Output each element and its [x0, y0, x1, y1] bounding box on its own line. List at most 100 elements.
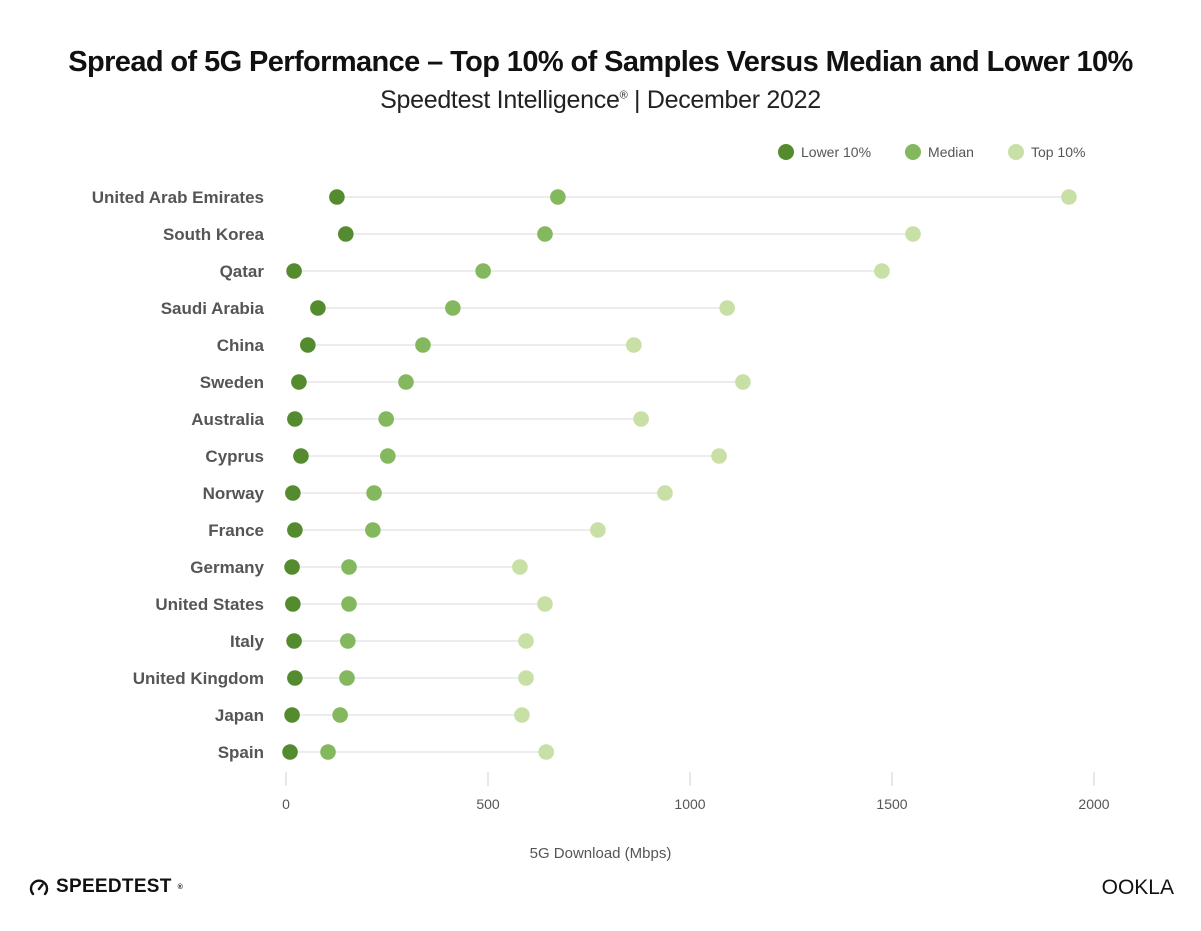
legend: Lower 10% Median Top 10% [778, 144, 1085, 160]
dot-median[interactable]: United Arab Emirates – Median: 673 [550, 189, 566, 205]
x-tick-label: 500 [476, 796, 500, 812]
dot-top[interactable]: Germany – Top 10%: 579 [512, 559, 528, 575]
ookla-wordmark: OOKLA [1101, 876, 1174, 899]
category-label: Qatar [220, 262, 265, 281]
dot-lower[interactable]: Norway – Lower 10%: 17 [285, 485, 301, 501]
dot-lower[interactable]: Spain – Lower 10%: 10 [282, 744, 298, 760]
dot-top[interactable]: Spain – Top 10%: 644 [538, 744, 554, 760]
dot-top[interactable]: United Kingdom – Top 10%: 594 [518, 670, 534, 686]
category-label: South Korea [163, 225, 265, 244]
dot-median[interactable]: France – Median: 215 [365, 522, 381, 538]
legend-item-top[interactable]: Top 10% [1007, 144, 1086, 160]
dot-lower[interactable]: Germany – Lower 10%: 15 [284, 559, 300, 575]
dot-top[interactable]: Qatar – Top 10%: 1475 [874, 263, 890, 279]
dot-median[interactable]: Sweden – Median: 297 [398, 374, 414, 390]
dot-lower[interactable]: Italy – Lower 10%: 20 [286, 633, 302, 649]
ookla-logo: OOKLA [1102, 876, 1174, 900]
row-spain: Spain Spain – Lower 10%: 10 Spain – Median… [218, 743, 554, 762]
category-label: United Arab Emirates [92, 188, 264, 207]
category-label: Spain [218, 743, 264, 762]
dot-top[interactable]: Italy – Top 10%: 594 [518, 633, 534, 649]
dot-median[interactable]: United Kingdom – Median: 151 [339, 670, 355, 686]
row-united-kingdom: United Kingdom United Kingdom – Lower 10%… [133, 669, 534, 688]
category-label: Norway [203, 484, 265, 503]
x-tick-label: 2000 [1078, 796, 1109, 812]
category-label: Sweden [200, 373, 264, 392]
legend-item-lower[interactable]: Lower 10% [778, 144, 871, 160]
x-axis-title: 5G Download (Mbps) [0, 845, 1201, 862]
dot-median[interactable]: Spain – Median: 104 [320, 744, 336, 760]
row-china: China China – Lower 10%: 54 China – Median… [217, 336, 642, 355]
dot-lower[interactable]: Qatar – Lower 10%: 20 [286, 263, 302, 279]
dot-median[interactable]: Qatar – Median: 488 [475, 263, 491, 279]
row-saudi-arabia: Saudi Arabia Saudi Arabia – Lower 10%: 79… [161, 299, 735, 318]
row-australia: Australia Australia – Lower 10%: 22 Austra… [191, 410, 649, 429]
row-italy: Italy Italy – Lower 10%: 20 Italy – Median… [230, 632, 534, 651]
chart-subtitle: Speedtest Intelligence® | December 2022 [0, 86, 1201, 115]
category-label: Germany [190, 558, 264, 577]
dot-top[interactable]: Saudi Arabia – Top 10%: 1092 [719, 300, 735, 316]
category-label: France [208, 521, 264, 540]
dot-lower[interactable]: France – Lower 10%: 22 [287, 522, 303, 538]
dot-top[interactable]: Sweden – Top 10%: 1131 [735, 374, 751, 390]
dot-median[interactable]: Italy – Median: 153 [340, 633, 356, 649]
dot-lower[interactable]: South Korea – Lower 10%: 148 [337, 226, 354, 242]
dot-median[interactable]: China – Median: 339 [415, 337, 431, 353]
dot-top[interactable]: Cyprus – Top 10%: 1072 [711, 448, 727, 464]
row-cyprus: Cyprus Cyprus – Lower 10%: 37 Cyprus – Med… [205, 447, 727, 466]
dot-top[interactable]: France – Top 10%: 772 [590, 522, 606, 538]
category-label: Italy [230, 632, 265, 651]
dot-median[interactable]: Japan – Median: 134 [332, 707, 348, 723]
legend-label: Top 10% [1030, 144, 1086, 160]
dot-lower[interactable]: Saudi Arabia – Lower 10%: 79 [310, 300, 326, 316]
x-axis-title-text: 5G Download (Mbps) [529, 845, 672, 862]
dot-lower[interactable]: United Kingdom – Lower 10%: 22 [287, 670, 303, 686]
dot-lower[interactable]: United Arab Emirates – Lower 10%: 126 [329, 189, 345, 205]
legend-dot-top-icon [1007, 144, 1024, 160]
dot-lower[interactable]: China – Lower 10%: 54 [300, 337, 316, 353]
category-label: Australia [191, 410, 264, 429]
category-label: Cyprus [205, 447, 264, 466]
plot-rows: United Arab Emirates United Arab Emirates… [92, 188, 1077, 762]
category-label: United States [155, 595, 264, 614]
dot-top[interactable]: Australia – Top 10%: 879 [633, 411, 649, 427]
row-france: France France – Lower 10%: 22 France – Med… [208, 521, 606, 540]
dot-top[interactable]: Japan – Top 10%: 584 [514, 707, 530, 723]
category-label: Saudi Arabia [161, 299, 265, 318]
dot-median[interactable]: Cyprus – Median: 252 [380, 448, 396, 464]
dot-lower[interactable]: Sweden – Lower 10%: 32 [291, 374, 307, 390]
dot-top[interactable]: China – Top 10%: 861 [626, 337, 642, 353]
legend-dot-lower-icon [778, 144, 794, 160]
category-label: China [217, 336, 265, 355]
legend-item-median[interactable]: Median [905, 144, 974, 160]
dot-top[interactable]: Norway – Top 10%: 938 [657, 485, 673, 501]
row-germany: Germany Germany – Lower 10%: 15 Germany – … [190, 558, 528, 577]
legend-dot-median-icon [905, 144, 922, 160]
x-tick-label: 1500 [876, 796, 907, 812]
x-tick-label: 0 [282, 796, 290, 812]
x-axis: 0 500 1000 1500 2000 [282, 772, 1110, 812]
dot-lower[interactable]: Japan – Lower 10%: 15 [284, 707, 300, 723]
dot-lower[interactable]: Australia – Lower 10%: 22 [287, 411, 303, 427]
legend-label: Lower 10% [801, 144, 872, 160]
speedtest-wordmark: SPEEDTEST [56, 876, 172, 897]
row-sweden: Sweden Sweden – Lower 10%: 32 Sweden – Med… [200, 373, 751, 392]
dot-median[interactable]: Australia – Median: 248 [378, 411, 394, 427]
dot-top[interactable]: United States – Top 10%: 641 [537, 596, 553, 612]
category-label: Japan [215, 706, 264, 725]
speedtest-logo: SPEEDTEST ® [28, 876, 183, 898]
dot-median[interactable]: South Korea – Median: 641 [537, 226, 553, 242]
dot-top[interactable]: South Korea – Top 10%: 1552 [905, 226, 921, 242]
legend-label: Median [928, 144, 974, 160]
dot-median[interactable]: Norway – Median: 218 [366, 485, 382, 501]
dot-top[interactable]: United Arab Emirates – Top 10%: 1938 [1061, 189, 1077, 205]
dot-lower[interactable]: United States – Lower 10%: 17 [285, 596, 301, 612]
subtitle-date: | December 2022 [627, 86, 821, 114]
dot-median[interactable]: Saudi Arabia – Median: 413 [445, 300, 461, 316]
dot-median[interactable]: Germany – Median: 156 [341, 559, 357, 575]
row-south-korea: South Korea South Korea – Lower 10%: 148 S… [163, 225, 921, 244]
dot-median[interactable]: United States – Median: 156 [341, 596, 357, 612]
subtitle-main: Speedtest Intelligence [380, 86, 620, 114]
dot-lower[interactable]: Cyprus – Lower 10%: 37 [293, 448, 309, 464]
